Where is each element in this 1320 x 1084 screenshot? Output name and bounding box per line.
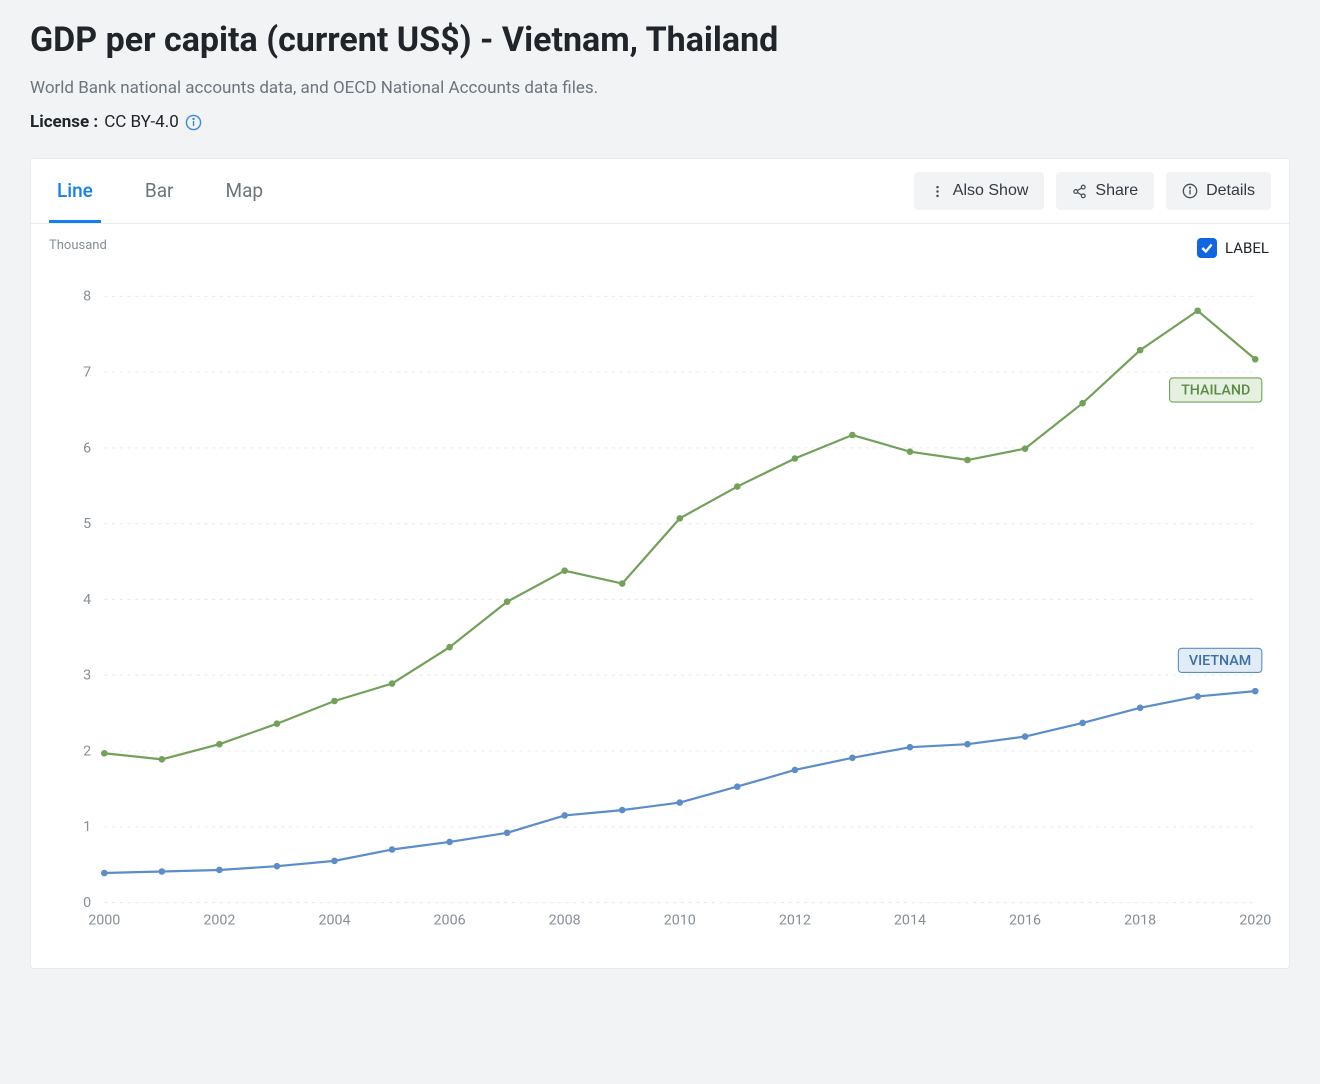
chart-toolbar: Line Bar Map Also Show Share Det <box>31 159 1289 224</box>
chart-area: Thousand LABEL 0 1 2 3 4 5 6 7 8 2000 2002 2004 2006… <box>31 224 1289 968</box>
details-icon <box>1182 183 1198 199</box>
svg-text:7: 7 <box>83 365 91 381</box>
share-icon <box>1072 184 1087 199</box>
svg-text:2004: 2004 <box>318 913 350 929</box>
license-value: CC BY-4.0 <box>104 112 179 132</box>
info-icon[interactable] <box>185 114 202 131</box>
svg-text:THAILAND: THAILAND <box>1181 382 1250 398</box>
y-axis-unit: Thousand <box>49 238 1275 253</box>
page-title: GDP per capita (current US$) - Vietnam, … <box>30 20 1290 60</box>
chart-card: Line Bar Map Also Show Share Det <box>30 158 1290 969</box>
tab-line[interactable]: Line <box>49 159 101 223</box>
label-checkbox[interactable] <box>1197 238 1217 258</box>
svg-text:8: 8 <box>83 289 91 305</box>
svg-text:VIETNAM: VIETNAM <box>1189 653 1251 669</box>
data-source-subtitle: World Bank national accounts data, and O… <box>30 78 1290 98</box>
svg-text:5: 5 <box>83 516 91 532</box>
svg-text:6: 6 <box>83 440 91 456</box>
svg-text:2: 2 <box>83 743 91 759</box>
details-button[interactable]: Details <box>1166 172 1271 210</box>
svg-text:4: 4 <box>83 592 91 608</box>
svg-text:2008: 2008 <box>549 913 581 929</box>
also-show-button[interactable]: Also Show <box>914 172 1045 210</box>
share-label: Share <box>1095 182 1138 200</box>
label-toggle-text: LABEL <box>1225 239 1269 257</box>
tab-map[interactable]: Map <box>217 159 271 223</box>
svg-text:2002: 2002 <box>203 913 235 929</box>
also-show-label: Also Show <box>953 182 1029 200</box>
line-chart: 0 1 2 3 4 5 6 7 8 2000 2002 2004 2006 2008 2010 2012 201… <box>45 259 1275 940</box>
svg-text:2012: 2012 <box>779 913 811 929</box>
svg-text:2014: 2014 <box>894 913 926 929</box>
share-button[interactable]: Share <box>1056 172 1154 210</box>
svg-text:3: 3 <box>83 668 91 684</box>
svg-text:0: 0 <box>83 895 91 911</box>
label-toggle[interactable]: LABEL <box>1197 238 1269 258</box>
svg-text:2016: 2016 <box>1009 913 1041 929</box>
tab-bar[interactable]: Bar <box>137 159 182 223</box>
svg-text:2010: 2010 <box>664 913 696 929</box>
details-label: Details <box>1206 182 1255 200</box>
license-label: License : <box>30 112 98 132</box>
license-row: License : CC BY-4.0 <box>30 112 1290 132</box>
svg-text:1: 1 <box>83 819 91 835</box>
more-vert-icon <box>930 184 945 199</box>
svg-text:2006: 2006 <box>434 913 466 929</box>
chart-type-tabs: Line Bar Map <box>49 159 271 223</box>
svg-text:2000: 2000 <box>88 913 120 929</box>
chart-actions: Also Show Share Details <box>914 160 1271 222</box>
plot-container: 0 1 2 3 4 5 6 7 8 2000 2002 2004 2006 2008 2010 2012 201… <box>45 259 1275 940</box>
svg-text:2018: 2018 <box>1124 913 1156 929</box>
svg-text:2020: 2020 <box>1239 913 1271 929</box>
